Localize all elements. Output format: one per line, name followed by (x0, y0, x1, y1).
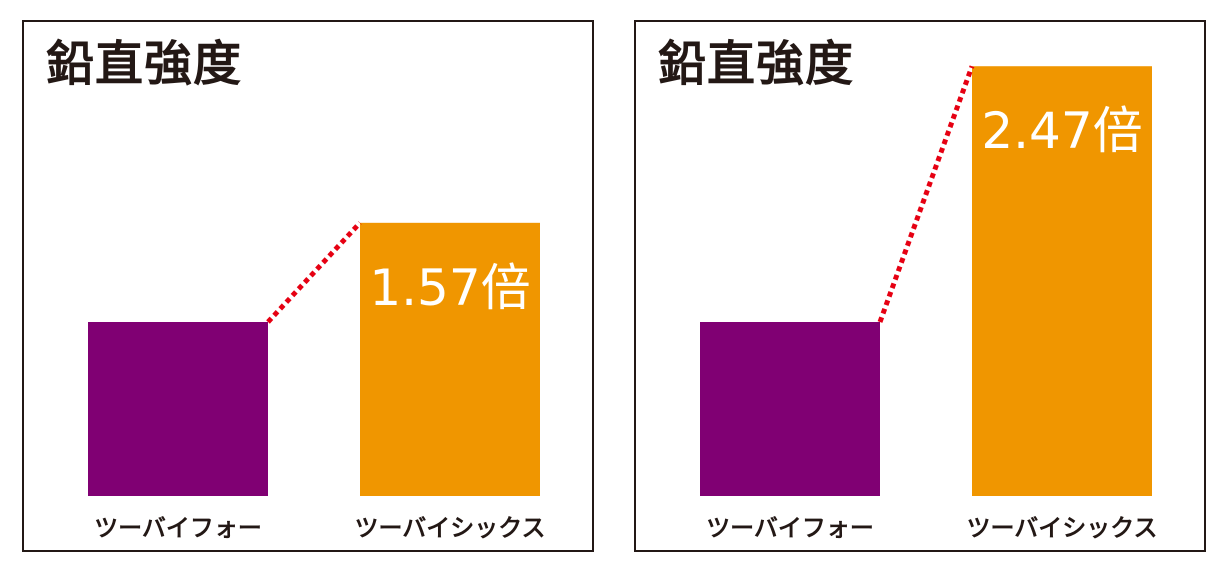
bar-two-by-six (972, 66, 1152, 496)
category-label: ツーバイシックス (354, 514, 545, 542)
chart-panel-left: 鉛直強度 ツーバイフォー ツーバイシックス 1.57倍 (22, 20, 594, 552)
bar-chart-left: ツーバイフォー ツーバイシックス 1.57倍 (88, 221, 546, 542)
chart-panel-right: 鉛直強度 ツーバイフォー ツーバイシックス 2.47倍 (634, 20, 1206, 552)
bar-two-by-six (360, 222, 540, 496)
connector-line (877, 65, 975, 323)
bar-two-by-four (700, 322, 880, 496)
category-label: ツーバイフォー (94, 514, 262, 542)
chart-title: 鉛直強度 (658, 36, 855, 92)
bar-value-label: 1.57倍 (369, 259, 530, 317)
category-label: ツーバイシックス (966, 514, 1157, 542)
bar-value-label: 2.47倍 (981, 102, 1142, 160)
chart-title: 鉛直強度 (46, 36, 243, 92)
connector-line (266, 221, 362, 324)
category-label: ツーバイフォー (706, 514, 874, 542)
bar-chart-right: ツーバイフォー ツーバイシックス 2.47倍 (700, 65, 1158, 542)
bar-two-by-four (88, 322, 268, 496)
